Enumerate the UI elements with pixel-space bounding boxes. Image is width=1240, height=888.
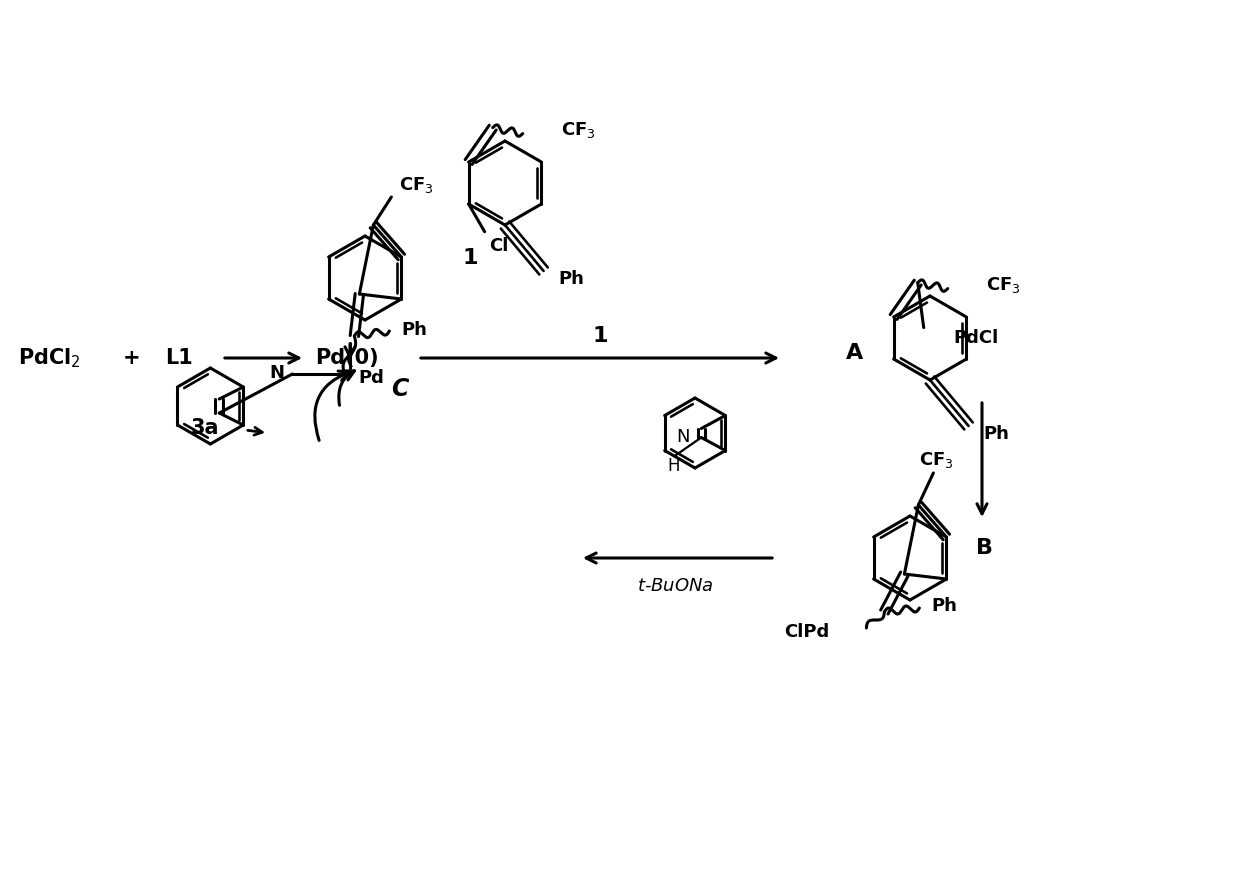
- Text: Ph: Ph: [931, 597, 957, 615]
- Text: ClPd: ClPd: [784, 623, 830, 641]
- Text: Ph: Ph: [402, 321, 428, 339]
- Text: B: B: [977, 538, 993, 558]
- Text: PdCl$_2$: PdCl$_2$: [19, 346, 81, 369]
- Text: CF$_3$: CF$_3$: [919, 450, 954, 470]
- Text: N: N: [269, 364, 284, 382]
- Text: Ph: Ph: [983, 425, 1009, 443]
- Text: L1: L1: [165, 348, 192, 368]
- Text: $t$-BuONa: $t$-BuONa: [636, 577, 713, 595]
- Text: CF$_3$: CF$_3$: [560, 120, 595, 139]
- Text: C: C: [391, 377, 408, 401]
- Text: CF$_3$: CF$_3$: [399, 175, 434, 195]
- Text: +: +: [123, 348, 141, 368]
- Text: CF$_3$: CF$_3$: [986, 274, 1021, 295]
- Text: Cl: Cl: [489, 237, 508, 255]
- Text: Ph: Ph: [558, 270, 584, 288]
- Text: Pd(0): Pd(0): [315, 348, 378, 368]
- Text: 1: 1: [593, 326, 608, 346]
- Text: 3a: 3a: [191, 418, 219, 438]
- Text: Pd: Pd: [358, 369, 384, 387]
- Text: 1: 1: [463, 248, 477, 268]
- Text: PdCl: PdCl: [954, 329, 999, 346]
- Text: N: N: [676, 427, 689, 446]
- Text: A: A: [847, 343, 863, 363]
- Text: H: H: [667, 456, 680, 474]
